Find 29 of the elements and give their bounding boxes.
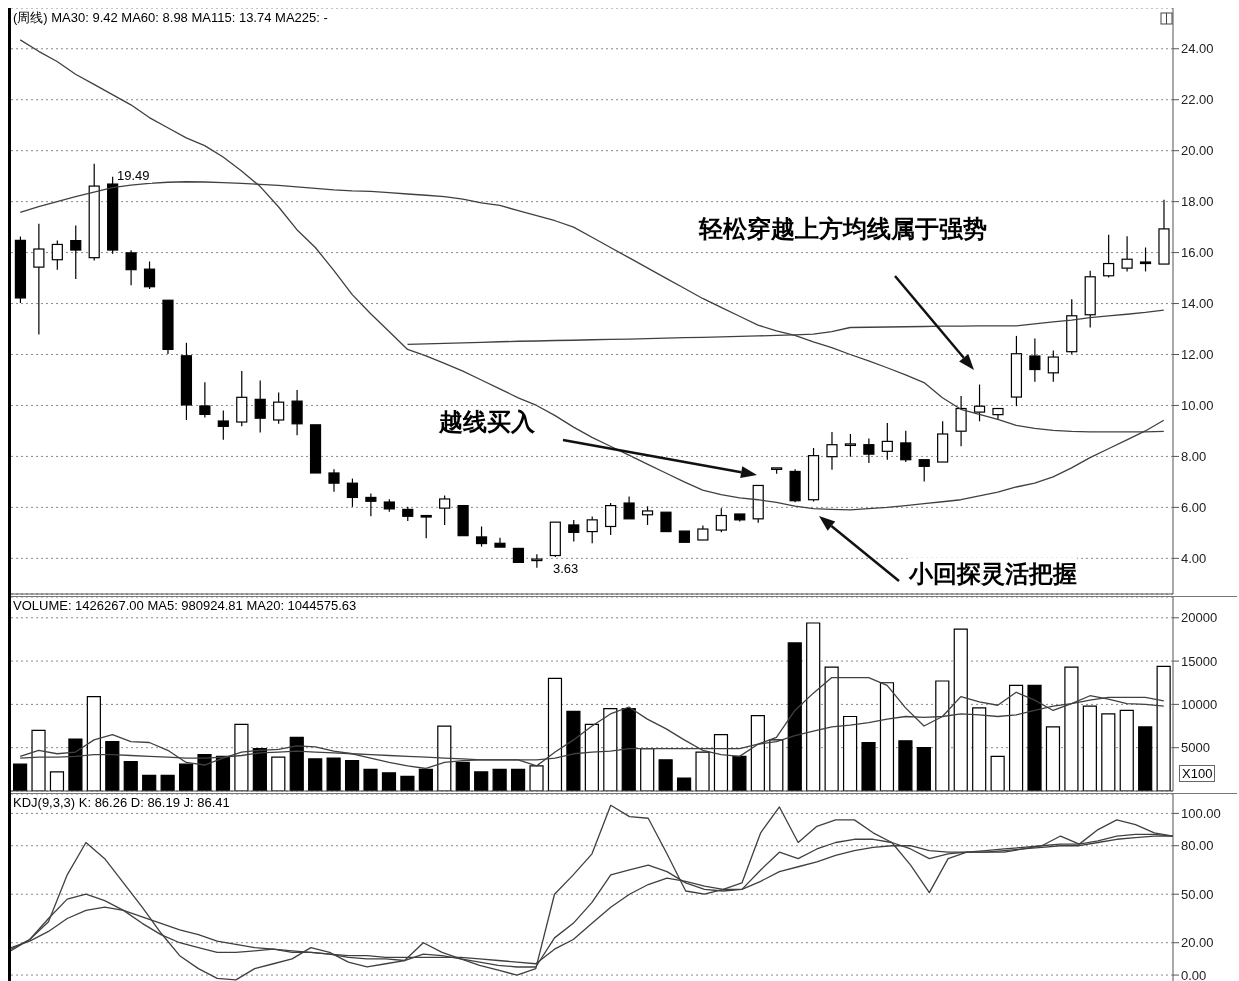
annotation: 越线买入: [439, 406, 535, 438]
y-tick-label: 10000: [1181, 697, 1218, 713]
chart-title: VOLUME: 1426267.00 MA5: 980924.81 MA20: 1044575.63: [13, 598, 357, 613]
y-tick-label: 10.00: [1181, 398, 1214, 414]
y-tick-label: 4.00: [1181, 550, 1207, 566]
y-tick-label: 20.00: [1181, 143, 1214, 159]
y-tick-label: 20.00: [1181, 935, 1214, 951]
annotation: 轻松穿越上方均线属于强势: [699, 213, 987, 245]
annotation: 小回探灵活把握: [909, 558, 1077, 590]
text: X100: [1179, 765, 1216, 782]
y-tick-label: 80.00: [1181, 838, 1214, 854]
y-tick-label: 50.00: [1181, 886, 1214, 902]
y-tick-label: 20000: [1181, 610, 1218, 626]
annotation: 3.63: [551, 561, 581, 576]
y-tick-label: 12.00: [1181, 347, 1214, 363]
y-tick-label: 22.00: [1181, 92, 1214, 108]
annotation: 19.49: [115, 168, 152, 183]
y-tick-label: 5000: [1181, 740, 1210, 756]
y-tick-label: 16.00: [1181, 245, 1214, 261]
y-tick-label: 24.00: [1181, 41, 1214, 57]
y-tick-label: 100.00: [1181, 806, 1221, 822]
y-tick-label: 15000: [1181, 653, 1218, 669]
y-tick-label: 18.00: [1181, 194, 1214, 210]
chart-title: KDJ(9,3,3) K: 86.26 D: 86.19 J: 86.41: [13, 795, 230, 810]
y-tick-label: 6.00: [1181, 499, 1207, 515]
y-tick-label: 14.00: [1181, 296, 1214, 312]
y-tick-label: 0.00: [1181, 967, 1207, 981]
chart-title: (周线) MA30: 9.42 MA60: 8.98 MA115: 13.74 MA225: -: [13, 9, 328, 27]
y-tick-label: 8.00: [1181, 449, 1207, 465]
